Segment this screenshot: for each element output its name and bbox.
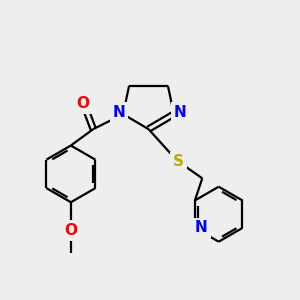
Text: N: N [174,105,187,120]
Text: N: N [112,105,125,120]
Text: O: O [76,96,89,111]
Text: N: N [195,220,208,236]
Text: O: O [64,223,77,238]
Text: S: S [173,154,184,169]
